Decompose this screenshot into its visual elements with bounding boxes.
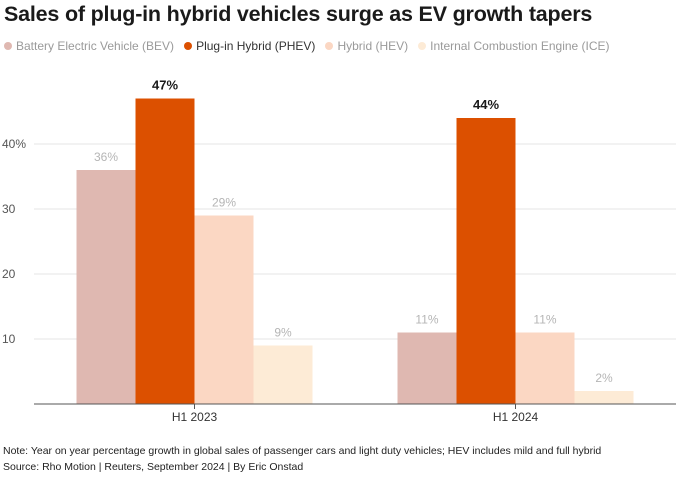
legend-swatch-icon: [325, 42, 334, 50]
data-label: 29%: [212, 196, 236, 210]
legend-label: Internal Combustion Engine (ICE): [430, 39, 610, 53]
bar: [76, 170, 136, 404]
legend-label: Battery Electric Vehicle (BEV): [16, 39, 175, 53]
chart-note: Note: Year on year percentage growth in …: [3, 445, 602, 457]
data-label: 11%: [415, 313, 438, 327]
legend-item-2: Hybrid (HEV): [325, 39, 408, 53]
bar: [397, 332, 457, 404]
bar: [194, 215, 254, 404]
data-label: 47%: [152, 78, 178, 93]
y-tick-label: 10: [2, 332, 16, 346]
legend-label: Plug-in Hybrid (PHEV): [196, 39, 316, 53]
y-tick-label: 30: [2, 202, 16, 216]
legend-item-3: Internal Combustion Engine (ICE): [418, 39, 610, 53]
y-tick-label: 20: [2, 267, 16, 281]
data-label: 44%: [473, 97, 499, 112]
chart-legend: Battery Electric Vehicle (BEV) Plug-in Hy…: [4, 39, 620, 53]
bar-chart: 10 20 30 40% 36% 47% 29% 9% H1 2023 11% 44% 11% 2% H1…: [2, 78, 676, 424]
legend-swatch-icon: [418, 42, 427, 50]
y-tick-label: 40%: [2, 137, 26, 151]
chart-source: Source: Rho Motion | Reuters, September …: [3, 461, 304, 473]
data-label: 36%: [94, 150, 118, 164]
bar: [456, 118, 516, 404]
legend-item-0: Battery Electric Vehicle (BEV): [4, 39, 174, 53]
bar: [135, 98, 195, 404]
chart-title: Sales of plug-in hybrid vehicles surge a…: [4, 2, 593, 26]
legend-swatch-icon: [184, 42, 193, 50]
legend-item-1: Plug-in Hybrid (PHEV): [184, 39, 315, 53]
data-label: 11%: [533, 313, 556, 327]
legend-swatch-icon: [4, 42, 12, 50]
bar: [515, 332, 575, 404]
legend-label: Hybrid (HEV): [337, 39, 409, 53]
bar: [574, 391, 634, 404]
data-label: 9%: [274, 326, 292, 340]
bar: [253, 345, 313, 404]
x-tick-label: H1 2024: [493, 410, 539, 424]
data-label: 2%: [595, 371, 613, 385]
x-tick-label: H1 2023: [172, 410, 218, 424]
